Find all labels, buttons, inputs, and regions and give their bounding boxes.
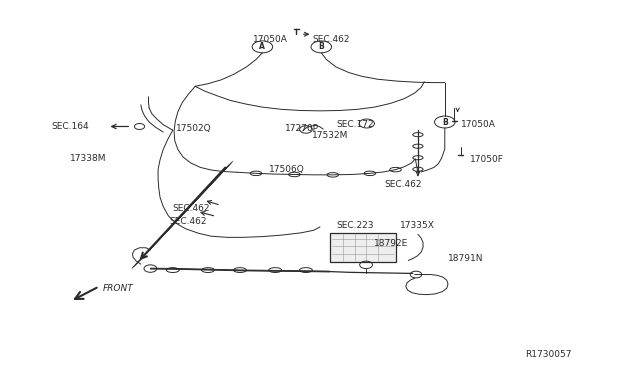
Text: 17506Q: 17506Q xyxy=(269,165,305,174)
Text: SEC.223: SEC.223 xyxy=(336,221,374,230)
Text: 18791N: 18791N xyxy=(448,254,483,263)
Text: 17050A: 17050A xyxy=(253,35,287,44)
FancyBboxPatch shape xyxy=(330,233,396,262)
Text: 17532M: 17532M xyxy=(312,131,349,140)
Text: 17335X: 17335X xyxy=(400,221,435,230)
Text: SEC.462: SEC.462 xyxy=(170,217,207,226)
Text: 17270P: 17270P xyxy=(285,124,319,133)
Text: 17502Q: 17502Q xyxy=(176,124,212,133)
Text: 17050F: 17050F xyxy=(470,155,504,164)
Text: SEC.164: SEC.164 xyxy=(51,122,89,131)
Text: B: B xyxy=(319,42,324,51)
Text: SEC.462: SEC.462 xyxy=(312,35,350,44)
Text: SEC.172: SEC.172 xyxy=(336,120,374,129)
Text: 17050A: 17050A xyxy=(461,120,495,129)
Text: SEC.462: SEC.462 xyxy=(173,204,211,213)
Text: B: B xyxy=(442,118,447,126)
Text: A: A xyxy=(259,42,266,51)
Text: 18792E: 18792E xyxy=(374,239,409,248)
Text: R1730057: R1730057 xyxy=(525,350,572,359)
Text: SEC.462: SEC.462 xyxy=(384,180,422,189)
Text: FRONT: FRONT xyxy=(102,284,133,293)
Text: 17338M: 17338M xyxy=(70,154,107,163)
